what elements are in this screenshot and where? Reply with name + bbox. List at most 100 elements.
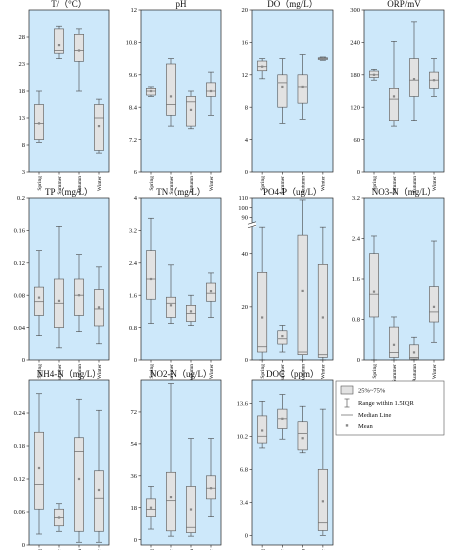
y-tick-label: 0 (357, 357, 360, 364)
y-tick-label: 4 (245, 137, 249, 144)
chart-panel: NO3-N（mg/L） 0 0.8 1.6 2.4 3.2 Spring Summer Autu… (352, 187, 445, 383)
chart-title: ORP/mV (387, 0, 421, 9)
box-autumn (74, 398, 84, 543)
box-autumn (297, 405, 308, 454)
x-tick-label: Spring (372, 176, 378, 191)
y-tick-label: 0 (22, 357, 25, 364)
y-tick-label: 7.2 (129, 137, 137, 144)
x-tick-label: Autumn (412, 176, 418, 194)
x-tick-label: Spring (37, 364, 43, 379)
iqr-box (94, 104, 104, 151)
y-tick-label: 0.16 (14, 228, 26, 235)
mean-marker (189, 310, 193, 313)
axis-break-mark (247, 224, 257, 229)
chart-title: DO（mg/L） (267, 0, 318, 9)
box-winter (94, 266, 104, 345)
plot-frame (140, 9, 222, 173)
y-tick-label: 2.4 (129, 260, 138, 267)
box-autumn (186, 294, 196, 326)
y-tick-label: 100 (238, 205, 248, 212)
chart-panel: DOC（ppm） 0 3.4 6.8 10.2 13.6 Spring Summer Autum… (237, 369, 334, 550)
iqr-box (257, 272, 268, 353)
y-tick-label: 9.6 (129, 72, 138, 79)
legend-box-label: 25%~75% (358, 388, 386, 395)
x-tick-label: Autumn (189, 176, 195, 194)
mean-marker (372, 73, 376, 76)
y-tick-label: 0.06 (14, 509, 26, 516)
plot-background (29, 198, 109, 360)
box-spring (146, 486, 156, 530)
chart-title: TP（mg/L） (45, 187, 93, 197)
y-tick-label: 20 (242, 304, 249, 311)
legend-median-label: Median Line (358, 412, 392, 419)
legend-mean-icon (345, 424, 349, 427)
mean-marker (57, 299, 61, 302)
box-spring (257, 401, 268, 449)
x-tick-label: Winter (209, 549, 215, 550)
x-tick-label: Summer (280, 176, 286, 195)
x-tick-label: Spring (149, 549, 155, 550)
iqr-box (146, 250, 156, 300)
chart-panel: DO（mg/L） 0 4 8 12 16 20 Spring Summer Autumn Winte… (242, 0, 334, 195)
x-tick-label: Spring (37, 549, 43, 550)
x-tick-label: Winter (321, 176, 327, 191)
plot-frame (140, 197, 222, 361)
y-tick-label: 12 (131, 7, 138, 14)
box-winter (317, 56, 328, 61)
mean-marker (261, 429, 264, 432)
plot-frame (28, 9, 110, 173)
box-summer (166, 383, 176, 537)
box-winter (206, 438, 216, 517)
y-tick-label: 1.6 (352, 276, 361, 283)
iqr-box (206, 82, 216, 97)
x-tick-label: Spring (260, 549, 266, 550)
box-summer (389, 41, 399, 127)
plot-background (364, 10, 444, 172)
y-tick-label: 6 (134, 169, 138, 176)
mean-marker (189, 508, 193, 511)
mean-marker (432, 79, 436, 82)
y-tick-label: 16 (242, 40, 249, 47)
box-winter (94, 98, 104, 154)
mean-marker (412, 78, 416, 81)
box-spring (34, 393, 44, 535)
mean-marker (321, 500, 324, 503)
x-tick-label: Winter (321, 549, 327, 550)
y-tick-label: 0.04 (14, 325, 26, 332)
mean-marker (301, 289, 304, 293)
y-tick-label: 18 (19, 88, 26, 95)
box-winter (206, 272, 216, 318)
y-tick-label: 28 (19, 34, 26, 41)
mean-marker (37, 122, 41, 125)
y-tick-label: 0.2 (17, 195, 25, 202)
plot-frame (251, 379, 334, 546)
iqr-box (166, 296, 176, 318)
y-tick-label: 300 (350, 7, 360, 14)
x-tick-label: Winter (97, 364, 103, 379)
y-tick-label: 10.2 (237, 433, 248, 440)
box-autumn (186, 438, 196, 537)
mean-marker (149, 89, 153, 93)
mean-marker (57, 516, 61, 519)
y-tick-label: 23 (19, 61, 26, 68)
x-tick-label: Autumn (300, 176, 306, 194)
x-tick-label: Summer (392, 176, 398, 195)
mean-marker (77, 294, 81, 297)
y-tick-label: 90 (242, 215, 249, 222)
box-spring (34, 90, 44, 143)
legend-frame (335, 380, 445, 436)
chart-panel: TN（mg/L） 0 0.8 1.6 2.4 3.2 4 Spring Summer Autumn… (129, 187, 222, 383)
box-winter (94, 409, 104, 543)
mean-marker (321, 316, 324, 319)
x-tick-label: Autumn (300, 364, 306, 382)
y-tick-label: 3.2 (352, 195, 360, 202)
box-autumn (297, 199, 308, 361)
axis-break-gap (249, 222, 256, 227)
chart-title: NH4-N（mg/L） (37, 369, 102, 379)
mean-marker (77, 477, 81, 481)
x-tick-label: Winter (209, 364, 215, 379)
mean-marker (97, 306, 101, 309)
y-tick-label: 0 (22, 542, 25, 549)
legend-box-swatch (340, 385, 354, 395)
